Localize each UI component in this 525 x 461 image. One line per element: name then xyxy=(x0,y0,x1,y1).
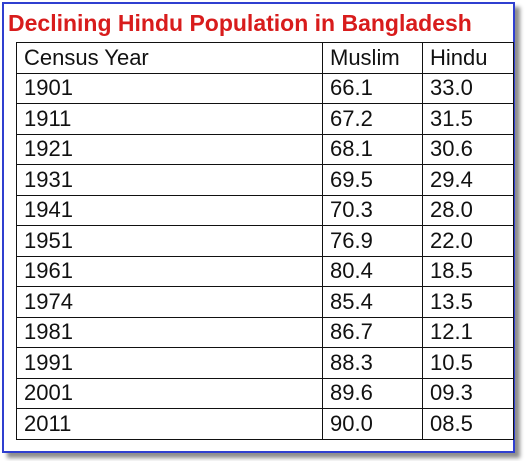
cell-census-year: 1974 xyxy=(16,286,323,318)
table-row: 1921 68.1 30.6 xyxy=(16,133,514,165)
table-row: 1901 66.1 33.0 xyxy=(16,72,514,104)
cell-hindu: 13.5 xyxy=(422,286,514,318)
document-frame: Declining Hindu Population in Bangladesh… xyxy=(2,2,515,453)
cell-census-year: 1911 xyxy=(16,103,323,135)
table-row: 1931 69.5 29.4 xyxy=(16,164,514,196)
table-row: 1961 80.4 18.5 xyxy=(16,255,514,287)
table-row: 1991 88.3 10.5 xyxy=(16,347,514,379)
cell-muslim: 88.3 xyxy=(322,347,423,379)
cell-census-year: 1961 xyxy=(16,255,323,287)
cell-hindu: 09.3 xyxy=(422,377,514,409)
cell-census-year: 2001 xyxy=(16,377,323,409)
cell-hindu: 33.0 xyxy=(422,72,514,104)
cell-muslim: 86.7 xyxy=(322,316,423,348)
census-table: Census Year Muslim Hindu 1901 66.1 33.0 191… xyxy=(16,42,514,440)
cell-census-year: 1991 xyxy=(16,347,323,379)
cell-hindu: 12.1 xyxy=(422,316,514,348)
cell-hindu: 08.5 xyxy=(422,408,514,440)
cell-hindu: 30.6 xyxy=(422,133,514,165)
page-title: Declining Hindu Population in Bangladesh xyxy=(8,10,472,36)
table-row: 1941 70.3 28.0 xyxy=(16,194,514,226)
cell-muslim: 80.4 xyxy=(322,255,423,287)
census-table-body: 1901 66.1 33.0 1911 67.2 31.5 1921 68.1 30.6 1931… xyxy=(16,72,514,440)
table-row: 1974 85.4 13.5 xyxy=(16,286,514,318)
cell-muslim: 66.1 xyxy=(322,72,423,104)
cell-muslim: 76.9 xyxy=(322,225,423,257)
header-hindu: Hindu xyxy=(422,42,514,74)
cell-hindu: 18.5 xyxy=(422,255,514,287)
cell-muslim: 67.2 xyxy=(322,103,423,135)
cell-census-year: 1931 xyxy=(16,164,323,196)
cell-muslim: 68.1 xyxy=(322,133,423,165)
cell-hindu: 22.0 xyxy=(422,225,514,257)
cell-census-year: 2011 xyxy=(16,408,323,440)
cell-census-year: 1901 xyxy=(16,72,323,104)
header-muslim: Muslim xyxy=(322,42,423,74)
table-row: 2001 89.6 09.3 xyxy=(16,377,514,409)
cell-hindu: 28.0 xyxy=(422,194,514,226)
cell-hindu: 31.5 xyxy=(422,103,514,135)
cell-muslim: 69.5 xyxy=(322,164,423,196)
cell-hindu: 10.5 xyxy=(422,347,514,379)
table-row: 1911 67.2 31.5 xyxy=(16,103,514,135)
table-row: 1951 76.9 22.0 xyxy=(16,225,514,257)
cell-muslim: 89.6 xyxy=(322,377,423,409)
table-row: 1981 86.7 12.1 xyxy=(16,316,514,348)
cell-census-year: 1921 xyxy=(16,133,323,165)
table-header-row: Census Year Muslim Hindu xyxy=(16,42,514,74)
table-row: 2011 90.0 08.5 xyxy=(16,408,514,440)
cell-hindu: 29.4 xyxy=(422,164,514,196)
cell-muslim: 70.3 xyxy=(322,194,423,226)
cell-muslim: 90.0 xyxy=(322,408,423,440)
cell-census-year: 1951 xyxy=(16,225,323,257)
cell-muslim: 85.4 xyxy=(322,286,423,318)
header-census-year: Census Year xyxy=(16,42,323,74)
cell-census-year: 1981 xyxy=(16,316,323,348)
cell-census-year: 1941 xyxy=(16,194,323,226)
